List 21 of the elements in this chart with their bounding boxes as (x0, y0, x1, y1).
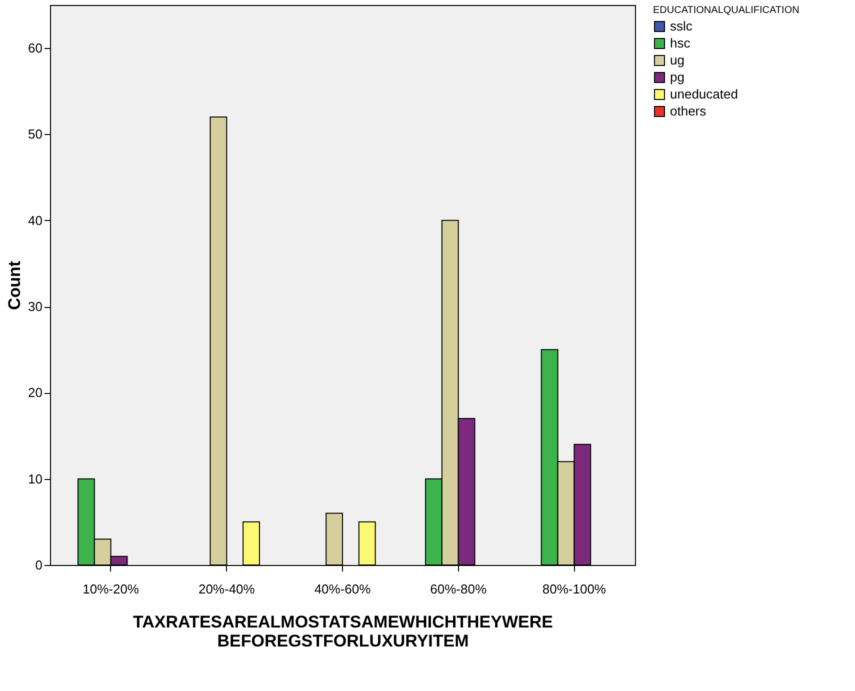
y-tick-label: 30 (28, 299, 42, 314)
x-tick-label: 40%-60% (314, 582, 372, 596)
y-tick-label: 40 (28, 212, 42, 228)
x-tick-label: 80%-100% (542, 582, 606, 596)
y-tick-label: 60 (28, 40, 42, 56)
y-tick-label: 0 (35, 558, 42, 572)
x-tick-label: 20%-40% (198, 582, 256, 596)
legend-label: ug (670, 52, 684, 68)
legend-label: uneducated (670, 86, 738, 102)
legend-label: hsc (670, 36, 691, 50)
legend-title: EDUCATIONALQUALIFICATION (653, 5, 800, 16)
legend-label: others (670, 104, 707, 118)
y-axis-title: Count (5, 260, 24, 310)
x-tick-label: 60%-80% (430, 582, 487, 596)
y-tick-label: 50 (28, 126, 42, 142)
y-tick-label: 10 (28, 471, 42, 486)
y-tick-label: 20 (28, 385, 42, 400)
legend-label: sslc (670, 18, 693, 34)
x-tick-label: 10%-20% (82, 582, 140, 596)
x-axis-title: TAXRATESAREALMOSTATSAMEWHICHTHEYWERE BEFOREGSTFORLUXURYITEM (133, 612, 553, 650)
legend-label: pg (670, 70, 684, 84)
